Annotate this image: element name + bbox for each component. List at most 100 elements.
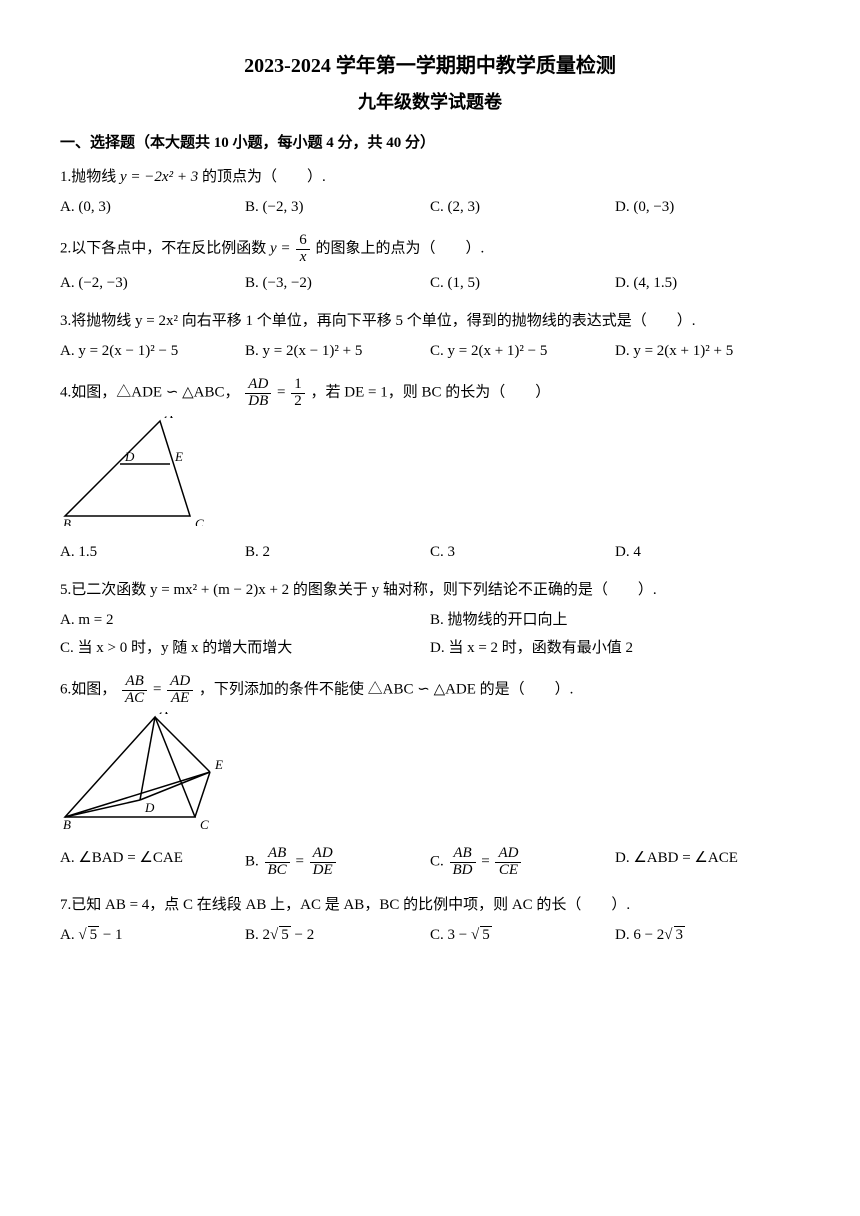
q4-opt-b: B. 2 [245, 540, 430, 564]
question-4: 4.如图，△ADE ∽ △ABC， AD DB = 1 2 ，若 DE = 1，… [60, 377, 800, 410]
q6-f2n: AD [167, 674, 193, 691]
q1-expr: y = −2x² + 3 [120, 169, 198, 185]
q7b-post: − 2 [291, 927, 314, 943]
q2-opt-a: A. (−2, −3) [60, 271, 245, 295]
q6-stem-pre: 6.如图， [60, 681, 116, 697]
q6-options: A. ∠BAD = ∠CAE B. AB BC = AD DE C. AB BD… [60, 846, 800, 883]
question-1: 1.抛物线 y = −2x² + 3 的顶点为（ ）. [60, 165, 800, 189]
q2-stem-post: 的图象上的点为（ ）. [316, 240, 485, 256]
q4-f1n: AD [245, 377, 271, 394]
q4-opt-a: A. 1.5 [60, 540, 245, 564]
q6b-f1d: BC [265, 863, 290, 879]
q7d-pre: D. 6 − 2 [615, 927, 664, 943]
q6c-pre: C. [430, 854, 448, 870]
q6-opt-b: B. AB BC = AD DE [245, 846, 430, 879]
svg-text:D: D [124, 449, 135, 464]
q2-opt-d: D. (4, 1.5) [615, 271, 800, 295]
q6b-f2: AD DE [310, 846, 336, 879]
q7c-pre: C. 3 − [430, 927, 471, 943]
triangle-abc-ade-icon: A B C D E [60, 712, 230, 832]
q6-f1: AB AC [122, 674, 147, 707]
triangle-ade-abc-icon: ADEBC [60, 416, 210, 526]
q7a-rad: 5 [88, 926, 100, 943]
section-1-header: 一、选择题（本大题共 10 小题，每小题 4 分，共 40 分） [60, 131, 800, 155]
q4-opt-d: D. 4 [615, 540, 800, 564]
q7-opt-a: A. 5 − 1 [60, 923, 245, 947]
page-subtitle: 九年级数学试题卷 [60, 88, 800, 117]
question-5: 5.已二次函数 y = mx² + (m − 2)x + 2 的图象关于 y 轴… [60, 578, 800, 602]
q6b-f1: AB BC [265, 846, 290, 879]
svg-text:E: E [214, 757, 223, 772]
q7b-pre: B. 2 [245, 927, 270, 943]
q6-opt-c: C. AB BD = AD CE [430, 846, 615, 879]
svg-text:B: B [63, 516, 71, 526]
svg-text:E: E [174, 449, 183, 464]
q6c-f2d: CE [495, 863, 521, 879]
svg-text:D: D [144, 800, 155, 815]
q2-opt-b: B. (−3, −2) [245, 271, 430, 295]
q5-opt-a: A. m = 2 [60, 608, 430, 632]
q6b-f1n: AB [265, 846, 290, 863]
q7-opt-c: C. 3 − 5 [430, 923, 615, 947]
q6c-f1d: BD [450, 863, 476, 879]
svg-text:B: B [63, 817, 71, 832]
q4-f2n: 1 [291, 377, 305, 394]
q2-frac-num: 6 [296, 233, 310, 250]
q1-opt-b: B. (−2, 3) [245, 195, 430, 219]
q1-options: A. (0, 3) B. (−2, 3) C. (2, 3) D. (0, −3… [60, 195, 800, 223]
q7a-post: − 1 [99, 927, 122, 943]
sqrt-icon [270, 927, 278, 943]
q7-opt-b: B. 2 5 − 2 [245, 923, 430, 947]
question-3: 3.将抛物线 y = 2x² 向右平移 1 个单位，再向下平移 5 个单位，得到… [60, 309, 800, 333]
sqrt-icon [471, 927, 479, 943]
q1-opt-a: A. (0, 3) [60, 195, 245, 219]
q7c-rad: 5 [480, 926, 492, 943]
q2-frac: 6 x [296, 233, 310, 266]
q3-opt-b: B. y = 2(x − 1)² + 5 [245, 339, 430, 363]
q1-opt-d: D. (0, −3) [615, 195, 800, 219]
question-7: 7.已知 AB = 4，点 C 在线段 AB 上，AC 是 AB，BC 的比例中… [60, 893, 800, 917]
q6c-f2: AD CE [495, 846, 521, 879]
q6-f1d: AC [122, 691, 147, 707]
svg-text:C: C [195, 516, 204, 526]
q1-stem-post: 的顶点为（ ）. [198, 169, 326, 185]
sqrt-icon [78, 927, 86, 943]
q6-eq: = [153, 681, 165, 697]
q6-figure: A B C D E [60, 712, 800, 840]
q7d-rad: 3 [674, 926, 686, 943]
q5-opt-d: D. 当 x = 2 时，函数有最小值 2 [430, 636, 800, 660]
q7a-pre: A. [60, 927, 78, 943]
q6-opt-a: A. ∠BAD = ∠CAE [60, 846, 245, 879]
q3-opt-d: D. y = 2(x + 1)² + 5 [615, 339, 800, 363]
svg-text:C: C [200, 817, 209, 832]
question-6: 6.如图， AB AC = AD AE ，下列添加的条件不能使 △ABC ∽ △… [60, 674, 800, 707]
q4-f1d: DB [245, 394, 271, 410]
q4-figure: ADEBC [60, 416, 800, 534]
q2-frac-den: x [296, 250, 310, 266]
q2-lhs: y = [270, 240, 291, 256]
q7-opt-d: D. 6 − 2 3 [615, 923, 800, 947]
q4-stem-post: ，若 DE = 1，则 BC 的长为（ ） [311, 385, 551, 401]
q7-options: A. 5 − 1 B. 2 5 − 2 C. 3 − 5 D. 6 − 2 3 [60, 923, 800, 951]
q4-options: A. 1.5 B. 2 C. 3 D. 4 [60, 540, 800, 568]
q6-f2d: AE [167, 691, 193, 707]
q6b-eq: = [295, 854, 307, 870]
q2-options: A. (−2, −3) B. (−3, −2) C. (1, 5) D. (4,… [60, 271, 800, 299]
q6c-eq: = [481, 854, 493, 870]
q6c-f1n: AB [450, 846, 476, 863]
q5-opt-c: C. 当 x > 0 时，y 随 x 的增大而增大 [60, 636, 430, 660]
q3-opt-c: C. y = 2(x + 1)² − 5 [430, 339, 615, 363]
q6b-f2n: AD [310, 846, 336, 863]
q1-stem-pre: 1.抛物线 [60, 169, 120, 185]
q6b-pre: B. [245, 854, 263, 870]
sqrt-icon [664, 927, 672, 943]
q3-options: A. y = 2(x − 1)² − 5 B. y = 2(x − 1)² + … [60, 339, 800, 367]
q2-stem-pre: 2.以下各点中，不在反比例函数 [60, 240, 270, 256]
q5-options: A. m = 2 B. 抛物线的开口向上 C. 当 x > 0 时，y 随 x … [60, 608, 800, 664]
q4-frac2: 1 2 [291, 377, 305, 410]
q7b-rad: 5 [279, 926, 291, 943]
q5-opt-b: B. 抛物线的开口向上 [430, 608, 800, 632]
svg-text:A: A [159, 712, 168, 717]
q6c-f1: AB BD [450, 846, 476, 879]
q2-opt-c: C. (1, 5) [430, 271, 615, 295]
